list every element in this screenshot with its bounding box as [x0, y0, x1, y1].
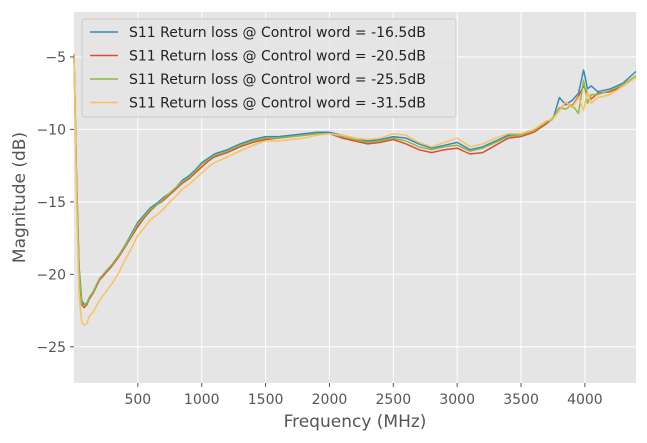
legend-label: S11 Return loss @ Control word = -16.5dB — [129, 25, 426, 41]
series-line-3 — [73, 53, 637, 307]
x-axis-ticks: 500 1000 1500 2000 2500 3000 3500 4000 — [124, 383, 603, 408]
x-tick-label: 2500 — [375, 392, 411, 408]
x-axis-label: Frequency (MHz) — [284, 412, 427, 432]
x-tick-label: 4000 — [567, 392, 603, 408]
legend: S11 Return loss @ Control word = -16.5dB… — [81, 18, 457, 118]
y-tick-label: −20 — [36, 267, 66, 283]
y-tick-label: −15 — [36, 195, 66, 211]
y-tick-label: −10 — [36, 122, 66, 138]
x-tick-label: 3500 — [503, 392, 539, 408]
series-line-4 — [73, 53, 637, 326]
y-tick-label: −5 — [45, 50, 66, 66]
legend-label: S11 Return loss @ Control word = -25.5dB — [129, 72, 426, 88]
legend-label: S11 Return loss @ Control word = -20.5dB — [129, 49, 426, 65]
y-axis-label: Magnitude (dB) — [10, 132, 30, 263]
y-axis-ticks: −25 −20 −15 −10 −5 — [36, 50, 74, 356]
x-tick-label: 3000 — [439, 392, 475, 408]
x-tick-label: 500 — [124, 392, 151, 408]
x-tick-label: 1000 — [184, 392, 220, 408]
legend-box — [81, 18, 457, 118]
x-tick-label: 2000 — [312, 392, 348, 408]
y-tick-label: −25 — [36, 340, 66, 356]
legend-label: S11 Return loss @ Control word = -31.5dB — [129, 96, 426, 112]
series-layer — [73, 53, 637, 326]
x-tick-label: 1500 — [248, 392, 284, 408]
